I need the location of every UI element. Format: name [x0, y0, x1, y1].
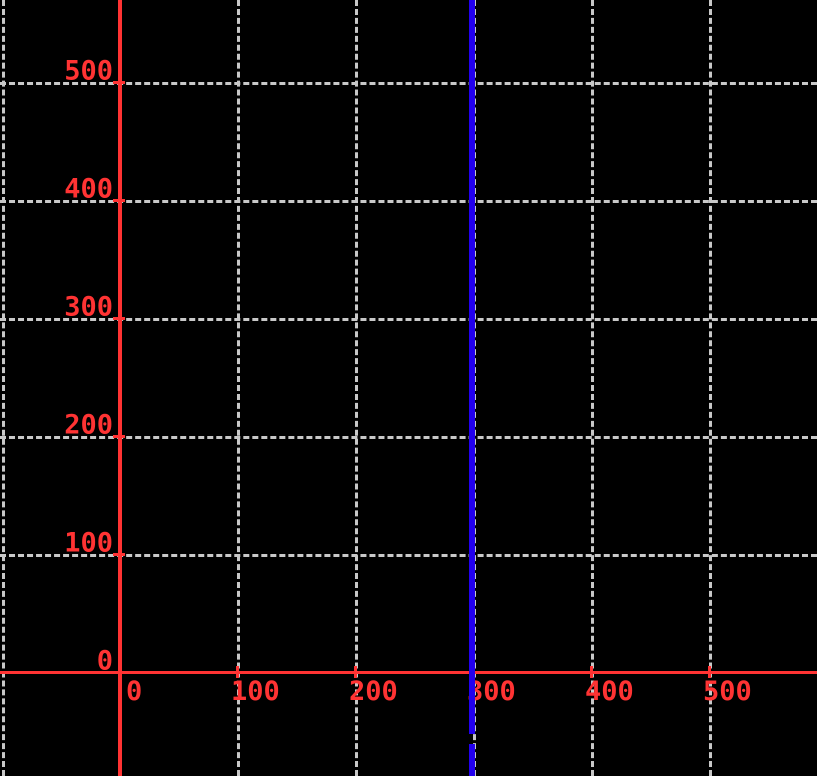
- x-axis-tick: [354, 666, 357, 678]
- x-tick-label: 200: [349, 676, 398, 707]
- y-axis-tick: [113, 199, 125, 202]
- y-axis-tick: [113, 81, 125, 84]
- gridline-vertical: [2, 0, 5, 776]
- x-axis-tick: [708, 666, 711, 678]
- x-axis-tick: [590, 666, 593, 678]
- x-tick-label: 300: [467, 676, 516, 707]
- x-axis: [0, 671, 817, 674]
- gridline-horizontal: [0, 318, 817, 321]
- vertical-marker-line-tail: [469, 744, 475, 776]
- gridline-horizontal: [0, 436, 817, 439]
- y-tick-label: 0: [96, 645, 113, 677]
- x-tick-label: 100: [231, 676, 280, 707]
- gridline-vertical: [591, 0, 594, 776]
- gridline-vertical: [237, 0, 240, 776]
- x-axis-tick: [236, 666, 239, 678]
- y-axis: [118, 0, 122, 776]
- y-tick-label: 300: [64, 291, 113, 323]
- vertical-marker-line: [469, 0, 475, 734]
- y-axis-tick: [113, 553, 125, 556]
- y-axis-tick: [113, 435, 125, 438]
- x-tick-label: 400: [585, 676, 634, 707]
- gridline-vertical: [355, 0, 358, 776]
- gridline-horizontal: [0, 554, 817, 557]
- y-tick-label: 500: [64, 55, 113, 87]
- gridline-horizontal: [0, 200, 817, 203]
- x-tick-label: 0: [126, 676, 143, 707]
- y-tick-label: 200: [64, 409, 113, 441]
- gridline-horizontal: [0, 82, 817, 85]
- gridline-vertical: [709, 0, 712, 776]
- y-tick-label: 100: [64, 527, 113, 559]
- x-tick-label: 500: [703, 676, 752, 707]
- y-tick-label: 400: [64, 173, 113, 205]
- y-axis-tick: [113, 317, 125, 320]
